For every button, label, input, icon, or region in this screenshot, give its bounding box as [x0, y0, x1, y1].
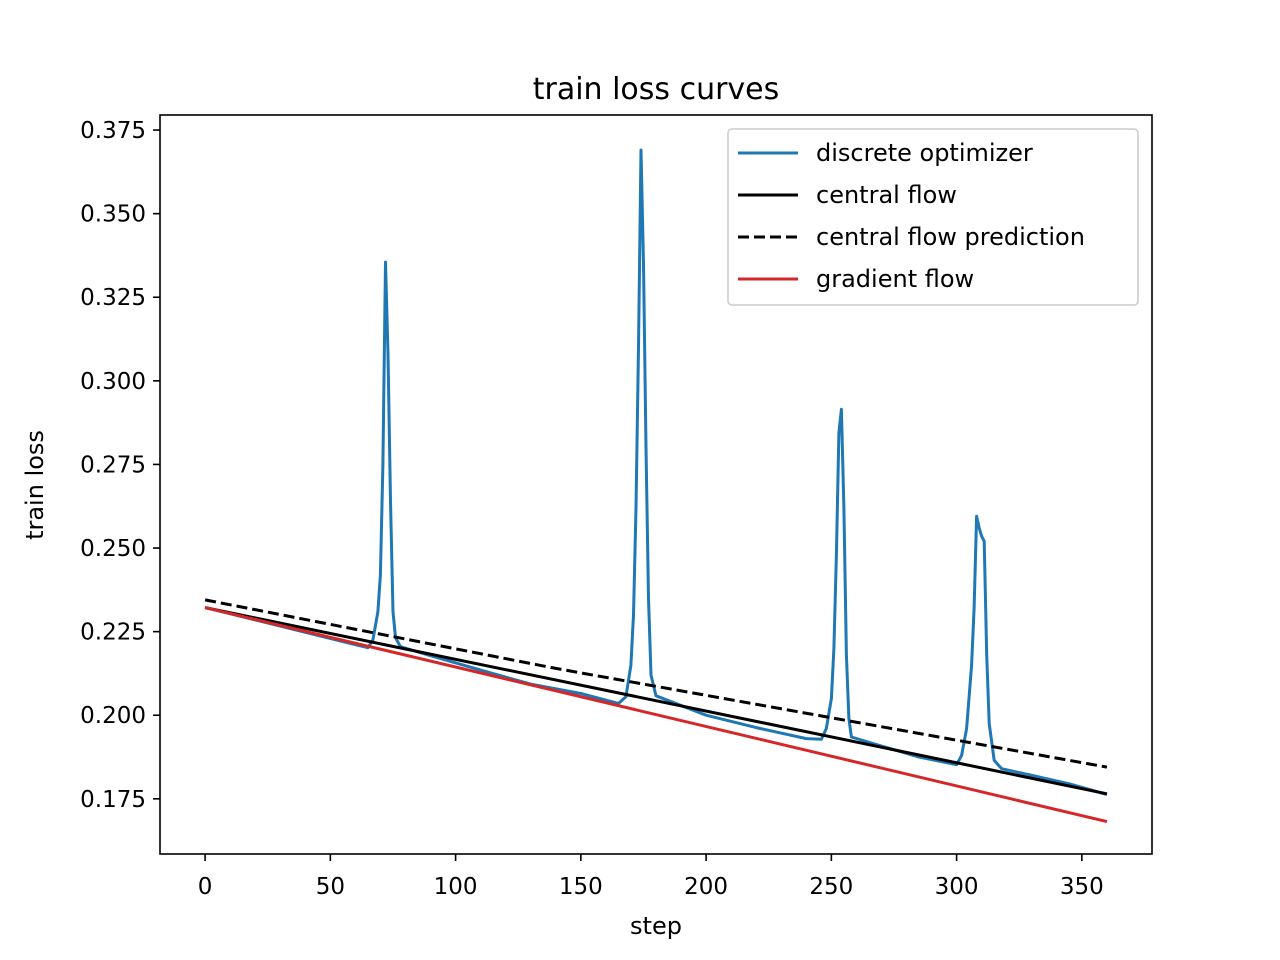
x-tick-label: 200	[684, 874, 728, 900]
y-tick-label: 0.300	[80, 369, 146, 395]
series-line-gradient-flow	[204, 606, 1108, 824]
legend-label: central flow	[816, 181, 957, 209]
legend-label: gradient flow	[816, 265, 974, 293]
series-line-discrete-optimizer	[204, 148, 1108, 796]
x-tick-label: 0	[198, 874, 213, 900]
x-tick-label: 350	[1060, 874, 1104, 900]
y-tick-label: 0.375	[80, 118, 146, 144]
y-tick-label: 0.200	[80, 703, 146, 729]
series-line-central-flow	[204, 606, 1108, 796]
chart-title: train loss curves	[533, 72, 780, 107]
y-axis-label: train loss	[21, 430, 49, 540]
series-layer	[204, 148, 1108, 824]
legend-box	[727, 128, 1139, 306]
y-tick-label: 0.350	[80, 202, 146, 228]
y-tick-label: 0.325	[80, 285, 146, 311]
x-tick-label: 300	[935, 874, 979, 900]
y-tick-label: 0.275	[80, 452, 146, 478]
x-tick-label: 50	[316, 874, 345, 900]
x-axis: 0 50 100 150 200 250 300 350	[198, 854, 1104, 900]
x-tick-label: 100	[434, 874, 478, 900]
series-line-central-flow-prediction	[204, 598, 1108, 769]
x-tick-label: 150	[559, 874, 603, 900]
x-tick-label: 250	[809, 874, 853, 900]
y-tick-label: 0.225	[80, 620, 146, 646]
legend-label: central flow prediction	[816, 223, 1085, 251]
axes-frame	[159, 114, 1153, 855]
legend-label: discrete optimizer	[816, 139, 1033, 167]
x-axis-label: step	[630, 912, 682, 940]
legend: discrete optimizer central flow central fl…	[727, 128, 1139, 306]
plot-area	[159, 114, 1153, 855]
y-tick-label: 0.250	[80, 536, 146, 562]
y-axis: 0.175 0.200 0.225 0.250 0.275 0.300 0.325 0.350…	[80, 118, 160, 813]
y-tick-label: 0.175	[80, 787, 146, 813]
